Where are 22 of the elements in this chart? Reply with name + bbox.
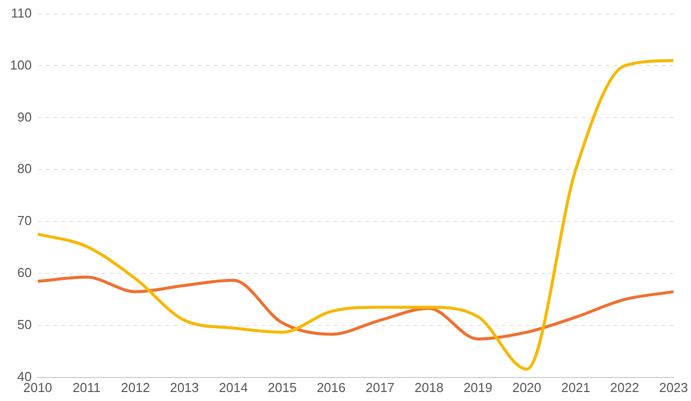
x-tick-label: 2021	[561, 380, 590, 395]
x-tick-label: 2011	[72, 380, 101, 395]
y-tick-label: 110	[10, 5, 32, 20]
y-tick-label: 90	[17, 109, 32, 124]
x-tick-label: 2017	[366, 380, 395, 395]
y-tick-label: 70	[17, 213, 32, 228]
x-tick-label: 2016	[316, 380, 346, 395]
y-tick-label: 60	[17, 265, 32, 280]
x-tick-label: 2020	[512, 380, 542, 395]
line-series	[38, 276, 674, 340]
x-tick-label: 2012	[121, 380, 150, 395]
x-tick-label: 2022	[610, 380, 640, 395]
x-tick-label: 2019	[463, 380, 492, 395]
x-tick-label: 2014	[218, 380, 248, 395]
x-tick-label: 2023	[659, 380, 688, 395]
x-tick-label: 2013	[170, 380, 199, 395]
x-tick-label: 2018	[414, 380, 444, 395]
y-tick-label: 80	[17, 161, 32, 176]
x-tick-label: 2015	[268, 380, 297, 395]
line-series	[38, 59, 674, 371]
y-tick-label: 100	[10, 57, 32, 72]
y-tick-label: 50	[17, 317, 32, 332]
